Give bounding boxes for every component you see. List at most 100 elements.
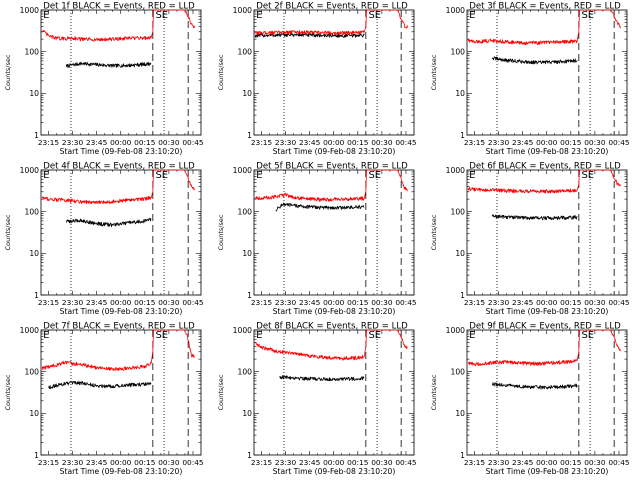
y-tick-label: 10 bbox=[455, 409, 465, 418]
exit-marker-label: SE bbox=[581, 330, 594, 341]
y-axis-label: Counts/sec bbox=[4, 214, 12, 250]
exit-marker-label: SE bbox=[368, 170, 381, 181]
x-tick-label: 23:15 bbox=[251, 458, 273, 467]
x-tick-label: 00:45 bbox=[395, 458, 417, 467]
events-series-line bbox=[275, 202, 365, 212]
entry-marker-label: E bbox=[256, 10, 262, 21]
x-axis-label: Start Time (09-Feb-08 23:10:20) bbox=[486, 467, 609, 476]
x-tick-label: 23:45 bbox=[512, 298, 534, 307]
y-axis-label: Counts/sec bbox=[430, 54, 438, 90]
entry-marker-label: E bbox=[43, 330, 49, 341]
x-tick-label: 00:45 bbox=[182, 458, 204, 467]
x-tick-label: 23:45 bbox=[299, 458, 321, 467]
y-tick-label: 1 bbox=[460, 131, 465, 140]
y-axis-label: Counts/sec bbox=[430, 374, 438, 410]
y-tick-label: 1000 bbox=[233, 166, 252, 175]
x-tick-label: 23:30 bbox=[488, 138, 510, 147]
y-tick-label: 100 bbox=[451, 367, 466, 376]
y-tick-label: 100 bbox=[25, 47, 40, 56]
y-tick-label: 1 bbox=[247, 131, 252, 140]
x-tick-label: 23:30 bbox=[275, 298, 297, 307]
y-tick-label: 1000 bbox=[20, 166, 39, 175]
detector-plot-9: Det 9f BLACK = Events, RED = LLD Counts/s… bbox=[430, 322, 630, 477]
plot-frame bbox=[253, 169, 415, 296]
entry-marker-label: E bbox=[43, 170, 49, 181]
entry-marker-label: E bbox=[256, 170, 262, 181]
lld-series-line bbox=[467, 9, 621, 46]
y-tick-label: 100 bbox=[451, 207, 466, 216]
x-axis-label: Start Time (09-Feb-08 23:10:20) bbox=[60, 147, 183, 156]
x-tick-label: 23:30 bbox=[488, 298, 510, 307]
exit-marker-label: SE bbox=[368, 330, 381, 341]
x-tick-label: 00:00 bbox=[323, 138, 345, 147]
lld-series-line bbox=[41, 9, 195, 42]
detector-plot-1: Det 1f BLACK = Events, RED = LLD Counts/s… bbox=[4, 2, 204, 157]
x-tick-label: 23:30 bbox=[488, 458, 510, 467]
x-tick-label: 00:15 bbox=[134, 298, 156, 307]
exit-marker-label: SE bbox=[155, 330, 168, 341]
y-tick-label: 1000 bbox=[446, 326, 465, 335]
x-tick-label: 00:30 bbox=[158, 298, 180, 307]
x-tick-label: 00:45 bbox=[608, 458, 630, 467]
lld-series-line bbox=[467, 169, 621, 194]
x-tick-label: 23:30 bbox=[275, 138, 297, 147]
lld-series-line bbox=[254, 169, 408, 202]
x-tick-label: 00:00 bbox=[323, 458, 345, 467]
y-tick-label: 10 bbox=[29, 409, 39, 418]
x-tick-label: 23:45 bbox=[86, 298, 108, 307]
x-tick-label: 00:45 bbox=[182, 138, 204, 147]
x-tick-label: 00:30 bbox=[584, 458, 606, 467]
y-tick-label: 1 bbox=[34, 291, 39, 300]
x-tick-label: 23:30 bbox=[62, 298, 84, 307]
x-tick-label: 00:00 bbox=[323, 298, 345, 307]
detector-plot-4: Det 4f BLACK = Events, RED = LLD Counts/s… bbox=[4, 162, 204, 317]
plot-title: Det 5f BLACK = Events, RED = LLD bbox=[256, 162, 408, 172]
plot-title: Det 4f BLACK = Events, RED = LLD bbox=[43, 162, 195, 172]
detector-plot-3: Det 3f BLACK = Events, RED = LLD Counts/s… bbox=[430, 2, 630, 157]
plot-frame bbox=[40, 9, 202, 136]
x-tick-label: 00:30 bbox=[371, 138, 393, 147]
entry-marker-label: E bbox=[469, 170, 475, 181]
events-series-line bbox=[491, 56, 578, 65]
x-tick-label: 00:15 bbox=[347, 138, 369, 147]
detector-plot-5: Det 5f BLACK = Events, RED = LLD Counts/s… bbox=[217, 162, 417, 317]
lld-series-line bbox=[254, 9, 408, 36]
events-series-line bbox=[279, 375, 365, 382]
y-tick-label: 100 bbox=[238, 47, 253, 56]
x-tick-label: 00:45 bbox=[608, 298, 630, 307]
x-tick-label: 00:30 bbox=[584, 298, 606, 307]
events-series-line bbox=[491, 214, 578, 221]
x-tick-label: 23:45 bbox=[512, 458, 534, 467]
lld-series-line bbox=[41, 329, 195, 372]
x-axis-label: Start Time (09-Feb-08 23:10:20) bbox=[60, 467, 183, 476]
y-tick-label: 10 bbox=[242, 409, 252, 418]
plot-frame bbox=[253, 329, 415, 456]
x-tick-label: 23:15 bbox=[464, 298, 486, 307]
plot-frame bbox=[253, 9, 415, 136]
y-tick-label: 10 bbox=[29, 249, 39, 258]
plot-title: Det 9f BLACK = Events, RED = LLD bbox=[469, 322, 621, 332]
y-tick-label: 100 bbox=[238, 207, 253, 216]
y-tick-label: 1000 bbox=[20, 326, 39, 335]
plot-frame bbox=[466, 329, 628, 456]
x-axis-label: Start Time (09-Feb-08 23:10:20) bbox=[273, 147, 396, 156]
x-axis-label: Start Time (09-Feb-08 23:10:20) bbox=[486, 147, 609, 156]
x-tick-label: 23:45 bbox=[299, 298, 321, 307]
x-tick-label: 00:30 bbox=[584, 138, 606, 147]
exit-marker-label: SE bbox=[368, 10, 381, 21]
x-axis-label: Start Time (09-Feb-08 23:10:20) bbox=[273, 307, 396, 316]
events-series-line bbox=[65, 61, 152, 68]
plot-title: Det 6f BLACK = Events, RED = LLD bbox=[469, 162, 621, 172]
y-tick-label: 10 bbox=[242, 89, 252, 98]
y-axis-label: Counts/sec bbox=[217, 214, 225, 250]
x-tick-label: 00:00 bbox=[536, 458, 558, 467]
x-tick-label: 23:15 bbox=[38, 298, 60, 307]
x-tick-label: 00:30 bbox=[371, 458, 393, 467]
x-tick-label: 23:30 bbox=[275, 458, 297, 467]
x-tick-label: 23:15 bbox=[464, 138, 486, 147]
x-tick-label: 00:15 bbox=[347, 458, 369, 467]
y-axis-label: Counts/sec bbox=[430, 214, 438, 250]
x-tick-label: 00:15 bbox=[560, 458, 582, 467]
x-tick-label: 23:30 bbox=[62, 138, 84, 147]
